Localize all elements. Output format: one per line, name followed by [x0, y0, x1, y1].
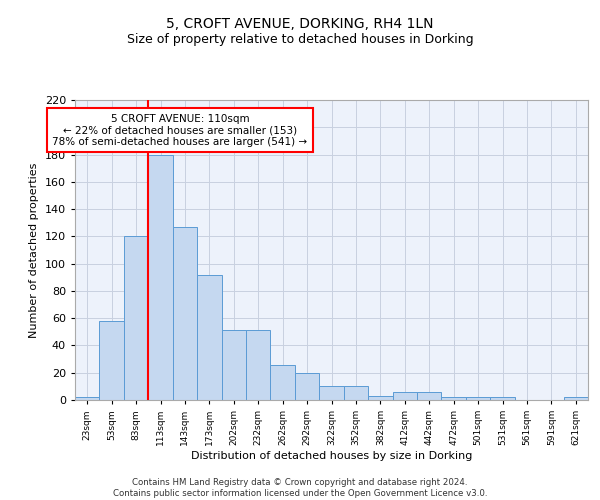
Bar	[466, 398, 490, 400]
Bar	[148, 154, 173, 400]
Bar	[319, 386, 344, 400]
Bar	[490, 398, 515, 400]
Bar	[392, 392, 417, 400]
Bar	[100, 321, 124, 400]
Text: Contains HM Land Registry data © Crown copyright and database right 2024.
Contai: Contains HM Land Registry data © Crown c…	[113, 478, 487, 498]
Bar	[221, 330, 246, 400]
Y-axis label: Number of detached properties: Number of detached properties	[29, 162, 39, 338]
Bar	[442, 398, 466, 400]
Bar	[124, 236, 148, 400]
Bar	[75, 398, 100, 400]
Text: Size of property relative to detached houses in Dorking: Size of property relative to detached ho…	[127, 32, 473, 46]
Bar	[271, 364, 295, 400]
Bar	[197, 274, 221, 400]
Bar	[417, 392, 442, 400]
X-axis label: Distribution of detached houses by size in Dorking: Distribution of detached houses by size …	[191, 451, 472, 461]
Bar	[295, 372, 319, 400]
Text: 5 CROFT AVENUE: 110sqm
← 22% of detached houses are smaller (153)
78% of semi-de: 5 CROFT AVENUE: 110sqm ← 22% of detached…	[52, 114, 308, 147]
Bar	[344, 386, 368, 400]
Text: 5, CROFT AVENUE, DORKING, RH4 1LN: 5, CROFT AVENUE, DORKING, RH4 1LN	[166, 18, 434, 32]
Bar	[368, 396, 392, 400]
Bar	[563, 398, 588, 400]
Bar	[246, 330, 271, 400]
Bar	[173, 227, 197, 400]
